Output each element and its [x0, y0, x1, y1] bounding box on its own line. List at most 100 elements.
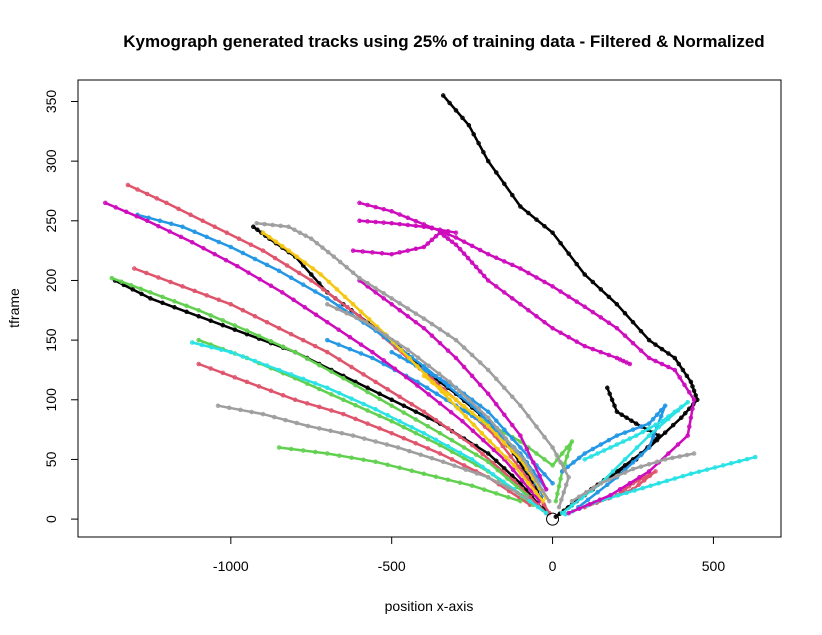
track-point — [514, 490, 520, 495]
y-axis: 0 50 100 150 200 250 300 350 — [43, 90, 79, 523]
track-point — [381, 296, 386, 301]
track-point — [418, 452, 423, 457]
track-point — [405, 248, 411, 253]
track-point — [630, 340, 636, 346]
track-point — [381, 220, 386, 225]
track-point — [508, 454, 513, 459]
track-point — [246, 270, 251, 275]
track-point — [429, 379, 435, 385]
track-point — [184, 303, 189, 309]
track-point — [334, 287, 340, 292]
track-point — [288, 446, 294, 452]
track-point — [252, 314, 258, 319]
track-point — [445, 236, 451, 241]
track-point — [518, 266, 523, 271]
track-point — [440, 93, 446, 98]
track-point — [461, 251, 467, 256]
track-point — [605, 482, 610, 488]
y-tick-label: 300 — [43, 149, 59, 173]
track-point — [494, 491, 499, 496]
track-point — [477, 417, 483, 422]
track-point — [675, 442, 681, 447]
track-point — [363, 319, 369, 325]
track-point — [653, 358, 658, 364]
track-point — [574, 261, 579, 267]
track-point — [389, 419, 394, 424]
track-point — [553, 498, 559, 504]
track-point — [627, 361, 633, 367]
track-point — [405, 222, 411, 228]
track-point — [313, 381, 318, 386]
track-point — [144, 270, 149, 276]
track-point — [542, 223, 547, 229]
track-point — [224, 230, 230, 235]
track-point — [339, 430, 345, 436]
track-point — [519, 478, 525, 483]
track-point — [401, 436, 407, 441]
track-point — [646, 445, 652, 450]
track-point — [753, 454, 758, 460]
track-point — [365, 421, 370, 426]
track-point — [537, 473, 542, 479]
track-point — [397, 465, 402, 471]
track-point — [684, 452, 690, 458]
track-point — [487, 438, 493, 444]
track-point — [664, 478, 670, 484]
track-point — [646, 421, 652, 426]
track-point — [357, 200, 362, 206]
track-point — [429, 237, 435, 243]
track-point — [534, 275, 539, 280]
track-point — [677, 375, 682, 380]
track-point — [413, 319, 419, 325]
track-point — [252, 358, 258, 364]
track-point — [614, 473, 620, 479]
track-point — [659, 361, 665, 367]
track-point — [278, 223, 283, 229]
track-point — [341, 411, 346, 417]
track-point — [638, 328, 644, 334]
track-point — [461, 408, 467, 414]
track-point — [449, 438, 455, 443]
track-point — [588, 454, 594, 459]
track-point — [666, 414, 671, 419]
track-point — [358, 342, 364, 347]
track-line-16 — [190, 341, 548, 515]
track-point — [510, 436, 515, 441]
track-point — [466, 397, 472, 403]
track-point — [204, 293, 209, 298]
track-point — [350, 433, 356, 438]
track-point — [622, 311, 628, 316]
track-point — [606, 352, 612, 358]
track-point — [440, 459, 446, 465]
track-point — [397, 419, 402, 424]
track-point — [621, 439, 626, 444]
track-point — [526, 308, 531, 313]
track-point — [421, 430, 427, 436]
track-point — [469, 260, 475, 265]
track-point — [370, 355, 375, 361]
track-point — [510, 467, 516, 473]
track-point — [373, 285, 378, 291]
track-point — [373, 459, 378, 465]
track-point — [540, 488, 546, 494]
track-point — [481, 438, 486, 443]
track-point — [662, 457, 668, 462]
track-point — [148, 290, 153, 295]
track-point — [566, 294, 571, 299]
track-point — [672, 367, 678, 373]
track-point — [558, 460, 563, 465]
track-point — [477, 269, 483, 274]
track-point — [374, 326, 379, 332]
track-point — [365, 408, 370, 413]
track-point — [232, 323, 238, 328]
track-point — [457, 434, 463, 440]
track-point — [389, 403, 394, 408]
track-point — [445, 426, 451, 431]
track-point — [471, 132, 476, 137]
track-point — [437, 327, 443, 332]
track-point — [495, 447, 501, 452]
track-point — [728, 461, 734, 466]
track-point — [469, 483, 475, 488]
track-point — [365, 385, 370, 391]
